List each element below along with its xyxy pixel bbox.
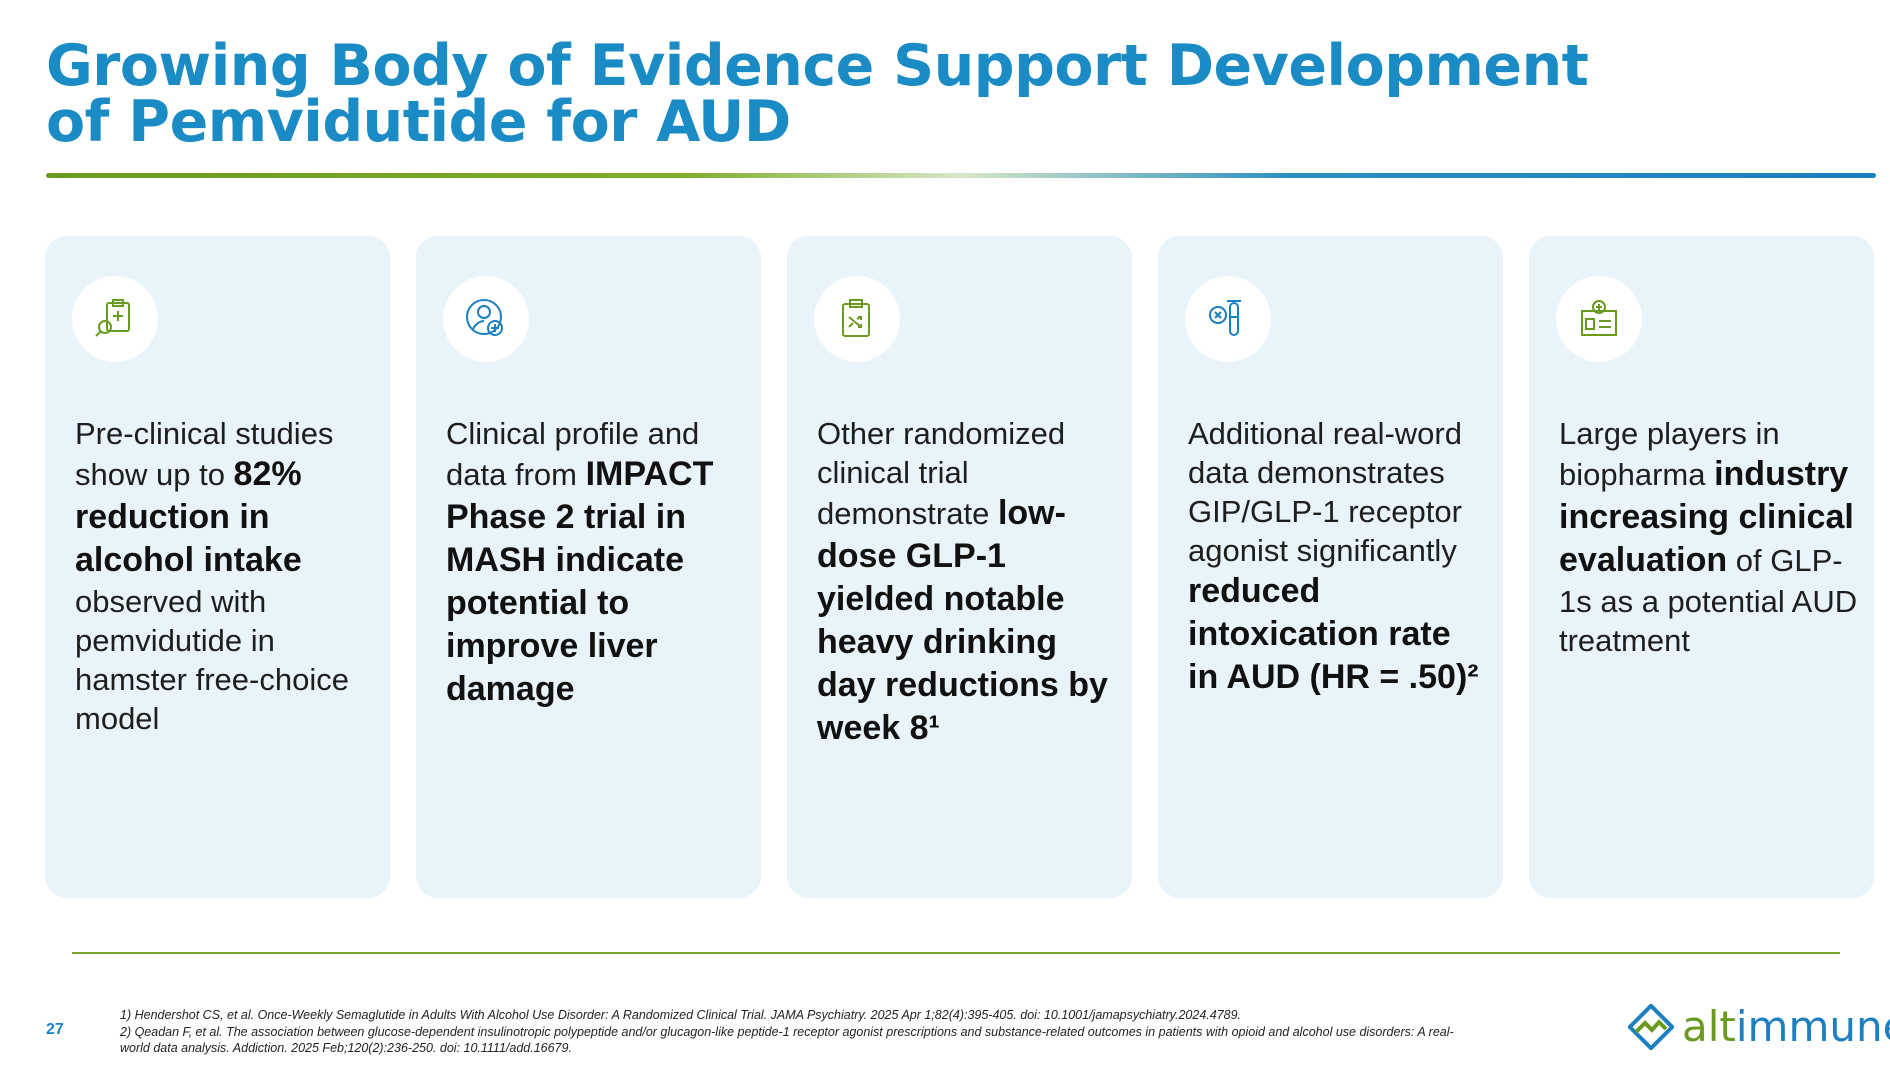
body-text: observed with pemvidutide in hamster fre… [75, 584, 349, 736]
gradient-rule [46, 173, 1876, 178]
body-text: Additional real-word data demonstrates G… [1188, 416, 1462, 568]
card-icon [443, 276, 529, 362]
bold-text: reduced intoxication rate in AUD (HR = .… [1188, 572, 1479, 696]
card-row: Pre-clinical studies show up to 82% redu… [45, 236, 1874, 898]
logo-part: immune [1735, 1002, 1890, 1051]
footnote-line: world data analysis. Addiction. 2025 Feb… [120, 1041, 572, 1055]
card: Large players in biopharma industry incr… [1529, 236, 1874, 898]
card-icon [1185, 276, 1271, 362]
card: Additional real-word data demonstrates G… [1158, 236, 1503, 898]
body-text: Clinical profile and data from [446, 416, 700, 492]
footer-rule [72, 952, 1840, 954]
card: Clinical profile and data from IMPACT Ph… [416, 236, 761, 898]
card-icon [1556, 276, 1642, 362]
page-number: 27 [46, 1021, 64, 1038]
bold-text: 82% reduction in alcohol intake [75, 455, 302, 579]
logo-part: alt [1682, 1002, 1736, 1051]
title-line: Growing Body of Evidence Support Develop… [46, 33, 1589, 99]
card-text: Large players in biopharma industry incr… [1559, 414, 1859, 660]
card: Pre-clinical studies show up to 82% redu… [45, 236, 390, 898]
bold-text: low-dose GLP-1 yielded notable heavy dri… [817, 494, 1108, 747]
footnote-line: 1) Hendershot CS, et al. Once-Weekly Sem… [120, 1008, 1242, 1022]
footnotes: 1) Hendershot CS, et al. Once-Weekly Sem… [120, 1007, 1454, 1057]
card-text: Clinical profile and data from IMPACT Ph… [446, 414, 746, 711]
body-text: Pre-clinical studies show up to [75, 416, 334, 492]
title: Growing Body of Evidence Support Develop… [46, 33, 1589, 155]
footnote-line: 2) Qeadan F, et al. The association betw… [120, 1024, 1454, 1039]
logo: altimmune [1628, 1002, 1890, 1051]
logo-text: altimmune [1682, 1002, 1890, 1051]
card-icon [814, 276, 900, 362]
bold-text: industry increasing clinical evaluation [1559, 455, 1854, 579]
card-text: Pre-clinical studies show up to 82% redu… [75, 414, 375, 738]
card-text: Other randomized clinical trial demonstr… [817, 414, 1117, 750]
bold-text: IMPACT Phase 2 trial in MASH indicate po… [446, 455, 714, 708]
card-text: Additional real-word data demonstrates G… [1188, 414, 1488, 699]
title-line: of Pemvidutide for AUD [46, 89, 791, 155]
body-text: Large players in biopharma [1559, 416, 1780, 492]
logo-mark [1628, 1003, 1674, 1050]
card: Other randomized clinical trial demonstr… [787, 236, 1132, 898]
body-text: Other randomized clinical trial demonstr… [817, 416, 1066, 531]
body-text: of GLP-1s as a potential AUD treatment [1559, 543, 1858, 658]
card-icon [72, 276, 158, 362]
